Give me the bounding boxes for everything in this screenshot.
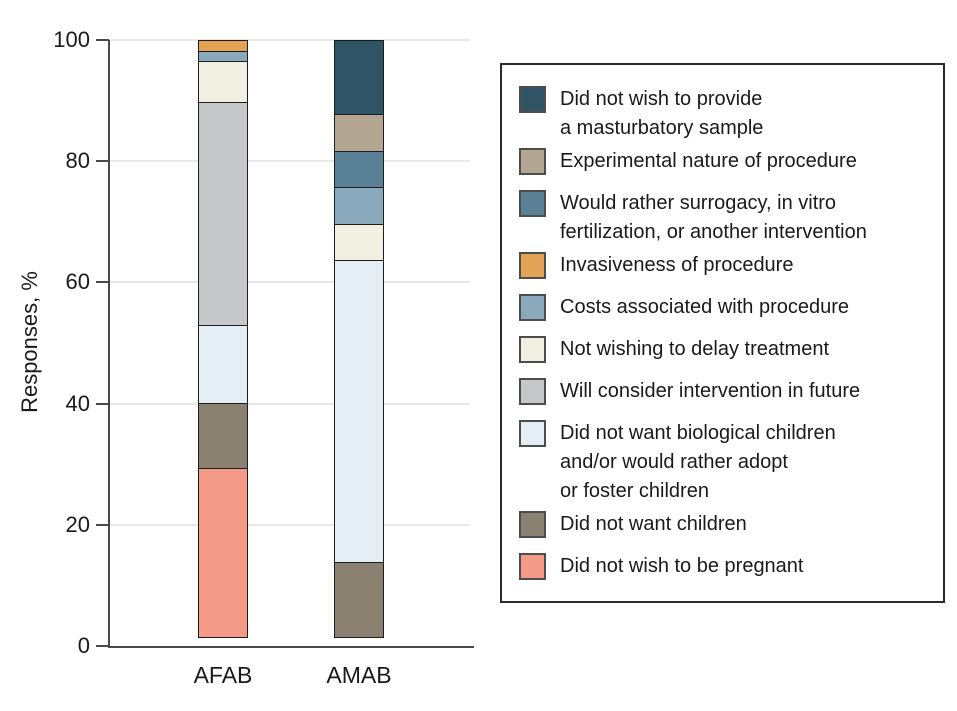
legend-label-line: Did not want children <box>560 513 747 535</box>
legend: Did not wish to provide a masturbatory sa… <box>500 63 945 603</box>
legend-item: Would rather surrogacy, in vitro fertiliz… <box>519 189 933 247</box>
y-tick-label: 80 <box>65 148 90 174</box>
legend-item: Did not want children <box>519 510 933 539</box>
legend-label: Will consider intervention in future <box>560 377 860 406</box>
y-tick <box>96 645 109 647</box>
legend-swatch <box>519 294 546 321</box>
bar-segment <box>334 114 384 153</box>
y-tick <box>96 281 109 284</box>
y-tick-label: 60 <box>65 269 90 295</box>
legend-swatch <box>519 553 546 580</box>
y-tick-label: 100 <box>53 27 90 52</box>
legend-swatch <box>519 190 546 217</box>
legend-label: Experimental nature of procedure <box>560 147 857 176</box>
legend-item: Did not wish to provide a masturbatory sa… <box>519 85 933 143</box>
legend-swatch <box>519 511 546 538</box>
legend-label: Did not wish to be pregnant <box>560 552 804 581</box>
legend-label: Would rather surrogacy, in vitro fertiliz… <box>560 189 867 247</box>
bar-segment <box>198 467 248 638</box>
legend-label-line: Experimental nature of procedure <box>560 150 857 172</box>
x-axis-line <box>108 646 474 648</box>
legend-label-line: Did not wish to be pregnant <box>560 555 804 577</box>
legend-label-line: fertilization, or another intervention <box>560 221 867 243</box>
legend-label-line: a masturbatory sample <box>560 117 764 139</box>
grid-line <box>110 281 470 284</box>
grid-line <box>110 39 470 41</box>
legend-swatch <box>519 378 546 405</box>
legend-label-line: Did not wish to provide <box>560 88 763 110</box>
legend-label-line: Will consider intervention in future <box>560 380 861 402</box>
bar-segment <box>334 150 384 189</box>
legend-label-line: Costs associated with procedure <box>560 296 850 318</box>
grid-line <box>110 523 470 526</box>
legend-label: Invasiveness of procedure <box>560 251 793 280</box>
bar-segment <box>334 223 384 262</box>
grid-line <box>110 160 470 163</box>
legend-label-line: Not wishing to delay treatment <box>560 338 830 360</box>
x-category-label: AFAB <box>193 662 253 688</box>
legend-item: Experimental nature of procedure <box>519 147 933 176</box>
bar-segment <box>334 561 384 638</box>
y-tick <box>96 160 109 163</box>
y-tick <box>96 39 109 41</box>
legend-label: Costs associated with procedure <box>560 293 849 322</box>
y-tick-label: 0 <box>77 633 90 658</box>
legend-swatch <box>519 86 546 113</box>
bar-segment <box>334 40 384 116</box>
legend-swatch <box>519 336 546 363</box>
legend-label-line: Did not want biological children <box>560 422 836 444</box>
legend-item: Costs associated with procedure <box>519 293 933 322</box>
legend-swatch <box>519 148 546 175</box>
y-tick-label: 40 <box>65 390 90 416</box>
x-category-label: AMAB <box>326 662 392 688</box>
legend-item: Did not want biological children and/or w… <box>519 419 933 506</box>
legend-label: Not wishing to delay treatment <box>560 335 829 364</box>
grid-line <box>110 402 470 405</box>
y-axis-line <box>108 40 110 648</box>
y-tick <box>96 523 109 526</box>
legend-item: Will consider intervention in future <box>519 377 933 406</box>
y-tick <box>96 402 109 405</box>
legend-label: Did not wish to provide a masturbatory sa… <box>560 85 763 143</box>
legend-swatch <box>519 420 546 447</box>
legend-label: Did not want biological children and/or w… <box>560 419 836 506</box>
bar-segment <box>198 325 248 405</box>
bar-afab <box>198 40 248 646</box>
bar-amab <box>334 40 384 646</box>
bar-segment <box>198 102 248 327</box>
bar-segment <box>334 260 384 564</box>
y-tick-label: 20 <box>65 511 90 537</box>
legend-item: Invasiveness of procedure <box>519 251 933 280</box>
legend-label-line: and/or would rather adopt <box>560 451 788 473</box>
bar-segment <box>334 187 384 226</box>
legend-swatch <box>519 252 546 279</box>
bar-segment <box>198 402 248 470</box>
legend-item: Did not wish to be pregnant <box>519 552 933 581</box>
legend-label-line: or foster children <box>560 480 709 502</box>
legend-item: Not wishing to delay treatment <box>519 335 933 364</box>
legend-label-line: Would rather surrogacy, in vitro <box>560 192 837 214</box>
legend-label-line: Invasiveness of procedure <box>560 254 794 276</box>
bar-segment <box>198 61 248 104</box>
legend-label: Did not want children <box>560 510 747 539</box>
